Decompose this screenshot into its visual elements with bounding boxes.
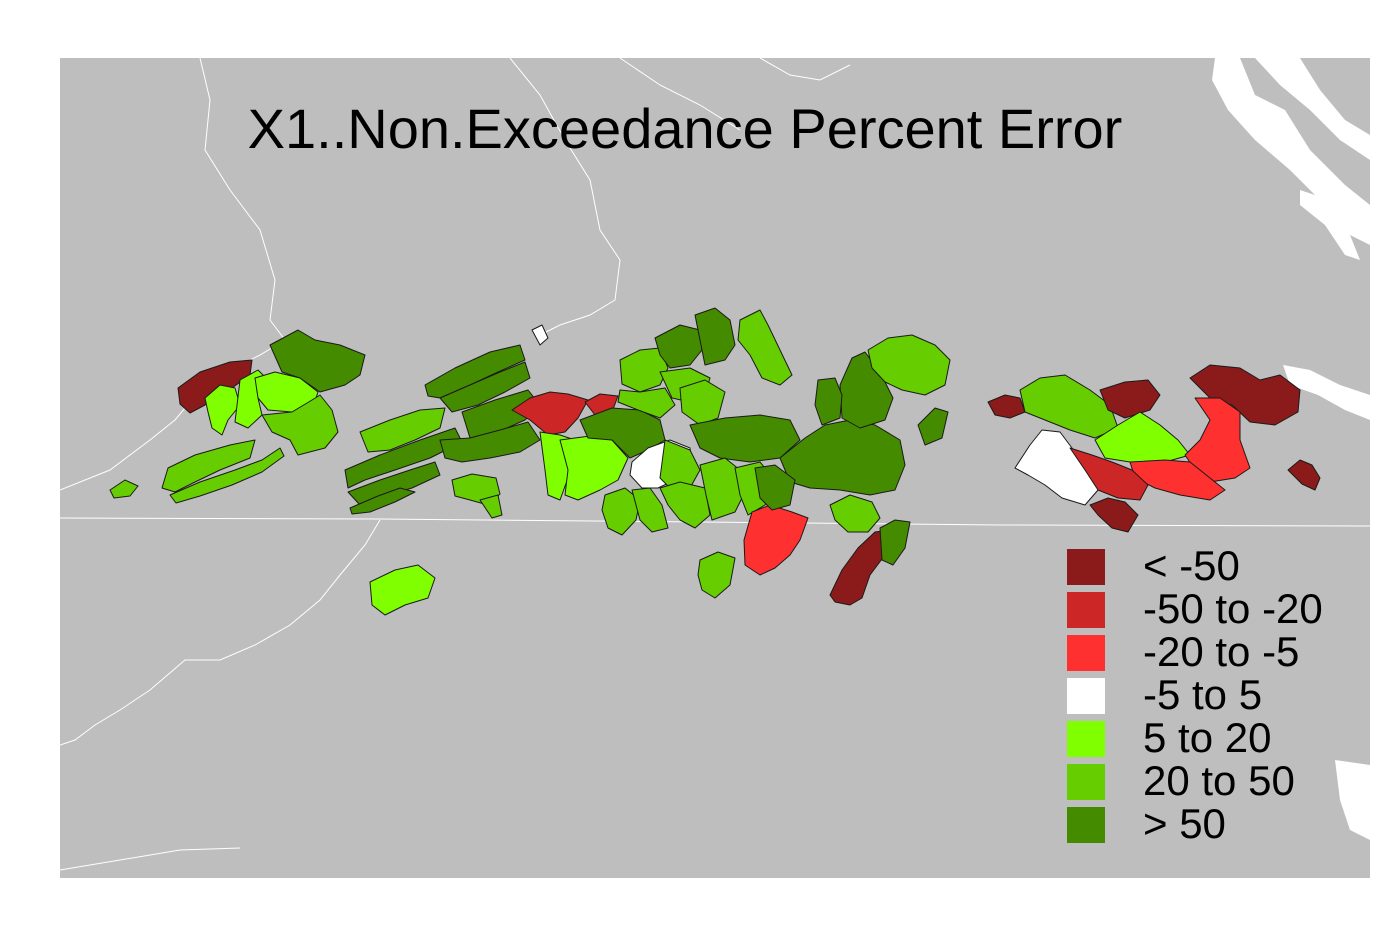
- watershed-polygon: [1287, 459, 1321, 491]
- legend-swatch: [1067, 807, 1105, 843]
- state-boundary: [619, 58, 741, 131]
- legend-swatch: [1067, 592, 1105, 628]
- map-canvas: [60, 58, 1370, 871]
- state-boundary: [60, 519, 381, 746]
- legend-label: -50 to -20: [1143, 585, 1323, 632]
- map-panel: X1..Non.Exceedance Percent Error < -50 -5…: [60, 58, 1370, 878]
- watershed-polygon: [679, 379, 726, 426]
- watershed-polygon: [754, 464, 796, 511]
- watershed-polygon: [1089, 497, 1139, 533]
- watershed-polygon: [359, 407, 446, 453]
- legend-swatch: [1067, 764, 1105, 800]
- watershed-polygon: [839, 351, 894, 429]
- watershed-polygon: [694, 307, 736, 366]
- watershed-polygon: [689, 414, 801, 463]
- watershed-polygon: [369, 564, 436, 616]
- legend-swatch: [1067, 678, 1105, 714]
- watershed-polygon: [697, 551, 736, 599]
- watershed-polygon: [737, 309, 793, 386]
- watershed-polygon: [829, 494, 881, 533]
- watershed-polygon: [1099, 379, 1161, 419]
- watershed-polygon: [531, 324, 549, 346]
- watershed-polygon: [439, 361, 531, 413]
- state-boundary: [199, 58, 286, 341]
- watershed-polygon: [654, 324, 703, 369]
- watershed-polygon: [779, 419, 906, 496]
- watershed-polygon: [987, 394, 1026, 419]
- watersheds: [109, 307, 1321, 616]
- watershed-polygon: [261, 394, 339, 456]
- watershed-polygon: [204, 384, 241, 436]
- watershed-polygon: [631, 487, 669, 533]
- legend-label: < -50: [1143, 542, 1240, 589]
- watershed-polygon: [269, 329, 366, 393]
- watershed-polygon: [917, 407, 949, 446]
- watershed-polygon: [699, 457, 746, 521]
- watershed-polygon: [1184, 397, 1251, 483]
- watershed-polygon: [1094, 411, 1191, 463]
- water-bay: [1212, 58, 1370, 245]
- watershed-polygon: [479, 494, 503, 519]
- legend-label: > 50: [1143, 800, 1226, 847]
- watershed-polygon: [439, 421, 541, 463]
- watershed-polygon: [743, 504, 809, 576]
- legend-label: 20 to 50: [1143, 757, 1295, 804]
- water-bodies: [1212, 58, 1370, 840]
- watershed-polygon: [1189, 364, 1301, 426]
- state-boundary: [759, 58, 851, 81]
- watershed-polygon: [867, 334, 951, 396]
- water-bay: [1255, 58, 1370, 160]
- watershed-polygon: [109, 479, 139, 499]
- watershed-polygon: [617, 387, 676, 419]
- watershed-polygon: [659, 481, 711, 529]
- watershed-polygon: [161, 439, 256, 493]
- map-title: X1..Non.Exceedance Percent Error: [247, 97, 1123, 160]
- legend-swatch: [1067, 721, 1105, 757]
- legend-label: -5 to 5: [1143, 671, 1263, 718]
- legend-label: 5 to 20: [1143, 714, 1272, 761]
- state-boundary: [60, 847, 241, 871]
- legend-swatch: [1067, 549, 1105, 585]
- water-inlet: [1335, 760, 1370, 840]
- legend-swatch: [1067, 635, 1105, 671]
- watershed-polygon: [349, 487, 416, 515]
- watershed-polygon: [511, 391, 589, 436]
- water-river: [1300, 190, 1360, 260]
- watershed-polygon: [601, 487, 641, 536]
- water-river: [1283, 365, 1370, 420]
- watershed-polygon: [814, 377, 843, 426]
- state-boundary: [509, 58, 621, 336]
- watershed-polygon: [169, 447, 285, 504]
- watershed-polygon: [879, 519, 911, 566]
- watershed-polygon: [1069, 447, 1149, 501]
- watershed-polygon: [424, 344, 526, 399]
- watershed-polygon: [1019, 374, 1119, 439]
- legend-label: -20 to -5: [1143, 628, 1300, 675]
